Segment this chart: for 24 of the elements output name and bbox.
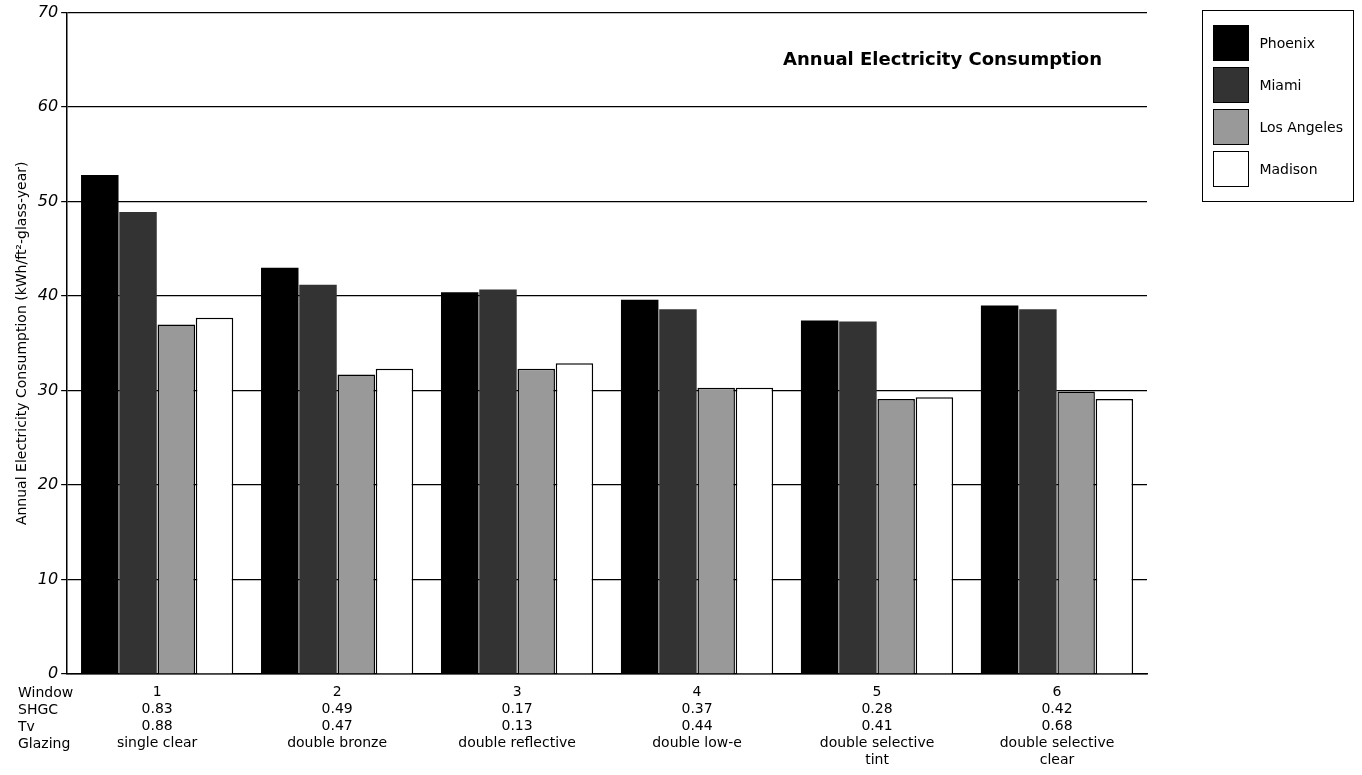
y-tick-label: 50 xyxy=(37,190,59,210)
y-tick-label: 40 xyxy=(37,285,59,305)
text: Miami xyxy=(1259,77,1302,93)
y-tick-label: 10 xyxy=(37,568,59,588)
text: Los Angeles xyxy=(1259,119,1343,135)
x-tick-label: 5 0.28 0.41 double selective tint xyxy=(819,683,935,768)
text: SHGC xyxy=(18,701,59,718)
x-tick-label: 1 0.83 0.88 single clear xyxy=(116,683,198,751)
y-tick-label: 60 xyxy=(37,96,59,116)
y-axis-title: Annual Electricity Consumption (kWh/ft²-glass-year) xyxy=(13,161,30,526)
y-tick-label: 0 xyxy=(47,663,59,683)
y-tick-label: 20 xyxy=(37,474,59,494)
y-tick-label: 70 xyxy=(37,1,59,21)
x-tick-label: 4 0.37 0.44 double low-e xyxy=(652,683,742,751)
y-tick-label: 30 xyxy=(37,379,59,399)
text: Madison xyxy=(1259,161,1318,177)
x-tick-label: 6 0.42 0.68 double selective clear xyxy=(999,683,1115,768)
text: Tv xyxy=(17,718,35,735)
text: Glazing xyxy=(18,735,71,752)
x-tick-label: 2 0.49 0.47 double bronze xyxy=(287,683,388,751)
x-tick-label: 3 0.17 0.13 double reflective xyxy=(458,683,576,751)
text: Annual Electricity Consumption xyxy=(783,48,1102,70)
text: Phoenix xyxy=(1259,35,1315,51)
text: Window xyxy=(18,684,74,701)
